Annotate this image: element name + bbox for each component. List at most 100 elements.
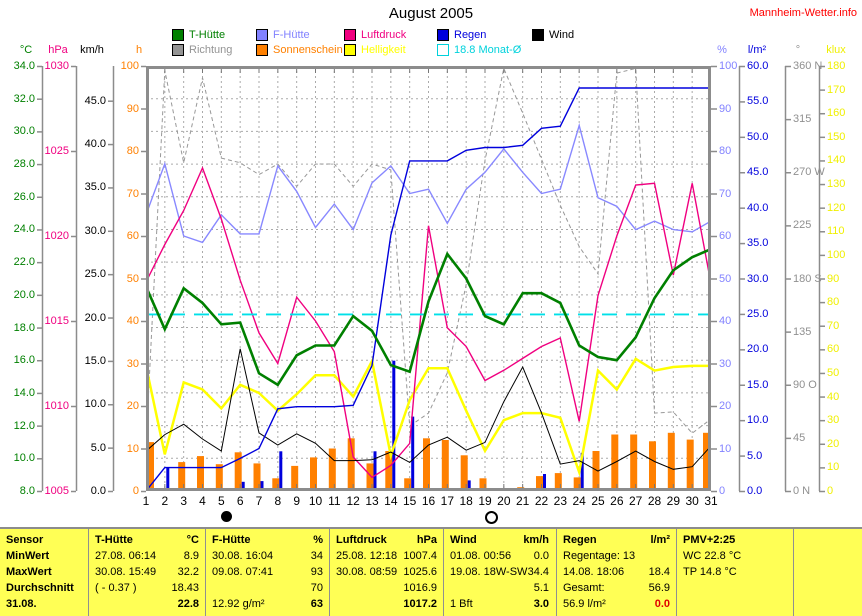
table-column-empty — [793, 529, 862, 616]
legend-item-regen: Regen — [437, 29, 486, 41]
tick-label-kmh: 35.0 — [84, 181, 106, 194]
tick-label-klux: 80 — [827, 296, 840, 309]
tick-label-lm2: 10.0 — [747, 414, 769, 427]
day-label: 1 — [142, 494, 150, 508]
tick-label-lm2: 20.0 — [747, 343, 769, 356]
legend-label: Richtung — [189, 44, 233, 56]
tick-label-deg: 270 W — [793, 166, 825, 179]
tick-label-klux: 50 — [827, 366, 840, 379]
tick-label-h: 60 — [126, 230, 139, 242]
day-label: 10 — [308, 494, 323, 508]
table-cell-value: 1016.9 — [403, 582, 437, 594]
tick-label-klux: 170 — [827, 83, 846, 96]
day-label: 29 — [666, 494, 681, 508]
bar-regen — [580, 452, 584, 491]
bar-sonnenschein — [649, 441, 656, 491]
tick-label-deg: 45 — [793, 431, 806, 444]
legend-swatch-icon — [344, 44, 356, 56]
tick-label-lm2: 25.0 — [747, 307, 769, 320]
day-label: 14 — [384, 494, 398, 508]
day-label: 26 — [610, 494, 624, 508]
table-cell-value: l/m² — [650, 534, 670, 546]
day-label: 19 — [478, 494, 492, 508]
bar-sonnenschein — [667, 432, 675, 491]
bar-sonnenschein — [215, 464, 223, 491]
table-column-luftdruck: Luftdruck hPa 25.08. 12:18 1007.4 30.08. 08:… — [329, 529, 443, 616]
tick-label-h: 10 — [126, 442, 139, 455]
tick-label-klux: 160 — [827, 107, 846, 120]
tick-label-temp: 34.0 — [13, 60, 35, 72]
series-helligkeit — [146, 357, 711, 477]
tick-label-deg: 315 — [793, 113, 812, 126]
bar-sonnenschein — [554, 473, 562, 491]
table-cell-label: 12.92 g/m² — [212, 598, 265, 610]
tick-label-hpa: 1030 — [44, 60, 69, 72]
tick-label-pct: 10 — [719, 442, 732, 455]
table-cell-label: Durchschnitt — [6, 582, 74, 594]
tick-label-klux: 130 — [827, 178, 846, 191]
tick-label-lm2: 55.0 — [747, 95, 769, 108]
tick-label-kmh: 45.0 — [84, 94, 106, 107]
tick-label-hpa: 1010 — [44, 400, 69, 412]
table-cell-value: 22.8 — [177, 598, 199, 610]
tick-label-pct: 20 — [719, 400, 732, 412]
bar-sonnenschein — [592, 451, 600, 491]
bar-sonnenschein — [272, 478, 280, 491]
table-cell-label: Luftdruck — [336, 534, 387, 546]
table-cell-label: 25.08. 12:18 — [336, 550, 398, 562]
day-label: 20 — [497, 494, 511, 508]
tick-label-hpa: 1005 — [44, 485, 69, 497]
tick-label-temp: 16.0 — [13, 354, 35, 367]
tick-label-pct: 0 — [719, 485, 726, 497]
legend-swatch-icon — [344, 29, 356, 41]
table-cell-value: 63 — [310, 598, 323, 610]
bar-sonnenschein — [479, 478, 487, 491]
bar-sonnenschein — [404, 478, 412, 491]
table-cell-label: Gesamt: — [563, 582, 605, 594]
day-label: 9 — [293, 494, 300, 508]
tick-label-lm2: 45.0 — [747, 166, 769, 179]
table-cell-label: 09.08. 07:41 — [212, 566, 274, 578]
legend-swatch-icon — [437, 44, 449, 56]
axis-unit-h: h — [135, 44, 143, 56]
legend-item-wind: Wind — [532, 29, 574, 41]
tick-label-kmh: 20.0 — [84, 311, 106, 324]
tick-label-klux: 150 — [827, 130, 846, 143]
bar-regen — [392, 360, 396, 491]
axis-unit-temp: °C — [19, 44, 33, 56]
table-cell-value: hPa — [416, 534, 437, 546]
table-cell-label: 01.08. 00:56 — [450, 550, 512, 562]
tick-label-pct: 80 — [719, 145, 732, 157]
bar-sonnenschein — [234, 452, 242, 491]
tick-label-klux: 180 — [827, 60, 846, 72]
tick-label-h: 90 — [126, 102, 139, 115]
legend-item-18-8-monat-: 18.8 Monat-Ø — [437, 44, 521, 56]
table-cell-value: 56.9 — [648, 582, 670, 594]
bar-sonnenschein — [630, 434, 638, 491]
day-label: 5 — [217, 494, 225, 508]
tick-label-kmh: 0.0 — [90, 485, 106, 497]
bar-sonnenschein — [291, 465, 299, 491]
bar-sonnenschein — [385, 451, 393, 491]
bar-sonnenschein — [460, 455, 468, 491]
tick-label-temp: 24.0 — [13, 223, 35, 236]
plot-area — [146, 66, 711, 491]
series-wind — [146, 348, 711, 472]
bar-regen — [373, 451, 377, 491]
legend-item-sonnenschein: Sonnenschein — [256, 44, 343, 56]
tick-label-temp: 18.0 — [13, 321, 35, 334]
legend-label: Wind — [549, 29, 575, 41]
legend-item-richtung: Richtung — [172, 44, 232, 56]
legend-item-t-h-tte: T-Hütte — [172, 29, 225, 41]
tick-label-h: 40 — [126, 315, 139, 327]
tick-label-h: 30 — [126, 357, 139, 370]
tick-label-temp: 30.0 — [13, 125, 35, 138]
site-link[interactable]: Mannheim-Wetter.info — [749, 7, 857, 19]
tick-label-h: 70 — [126, 187, 139, 200]
day-label: 12 — [346, 494, 360, 508]
tick-label-lm2: 60.0 — [747, 60, 769, 72]
table-cell-label: 14.08. 18:06 — [563, 566, 625, 578]
stats-table: Sensor MinWert MaxWert Durchschnitt 31.08. T-… — [0, 527, 862, 616]
table-cell-value: 0.0 — [654, 598, 670, 610]
